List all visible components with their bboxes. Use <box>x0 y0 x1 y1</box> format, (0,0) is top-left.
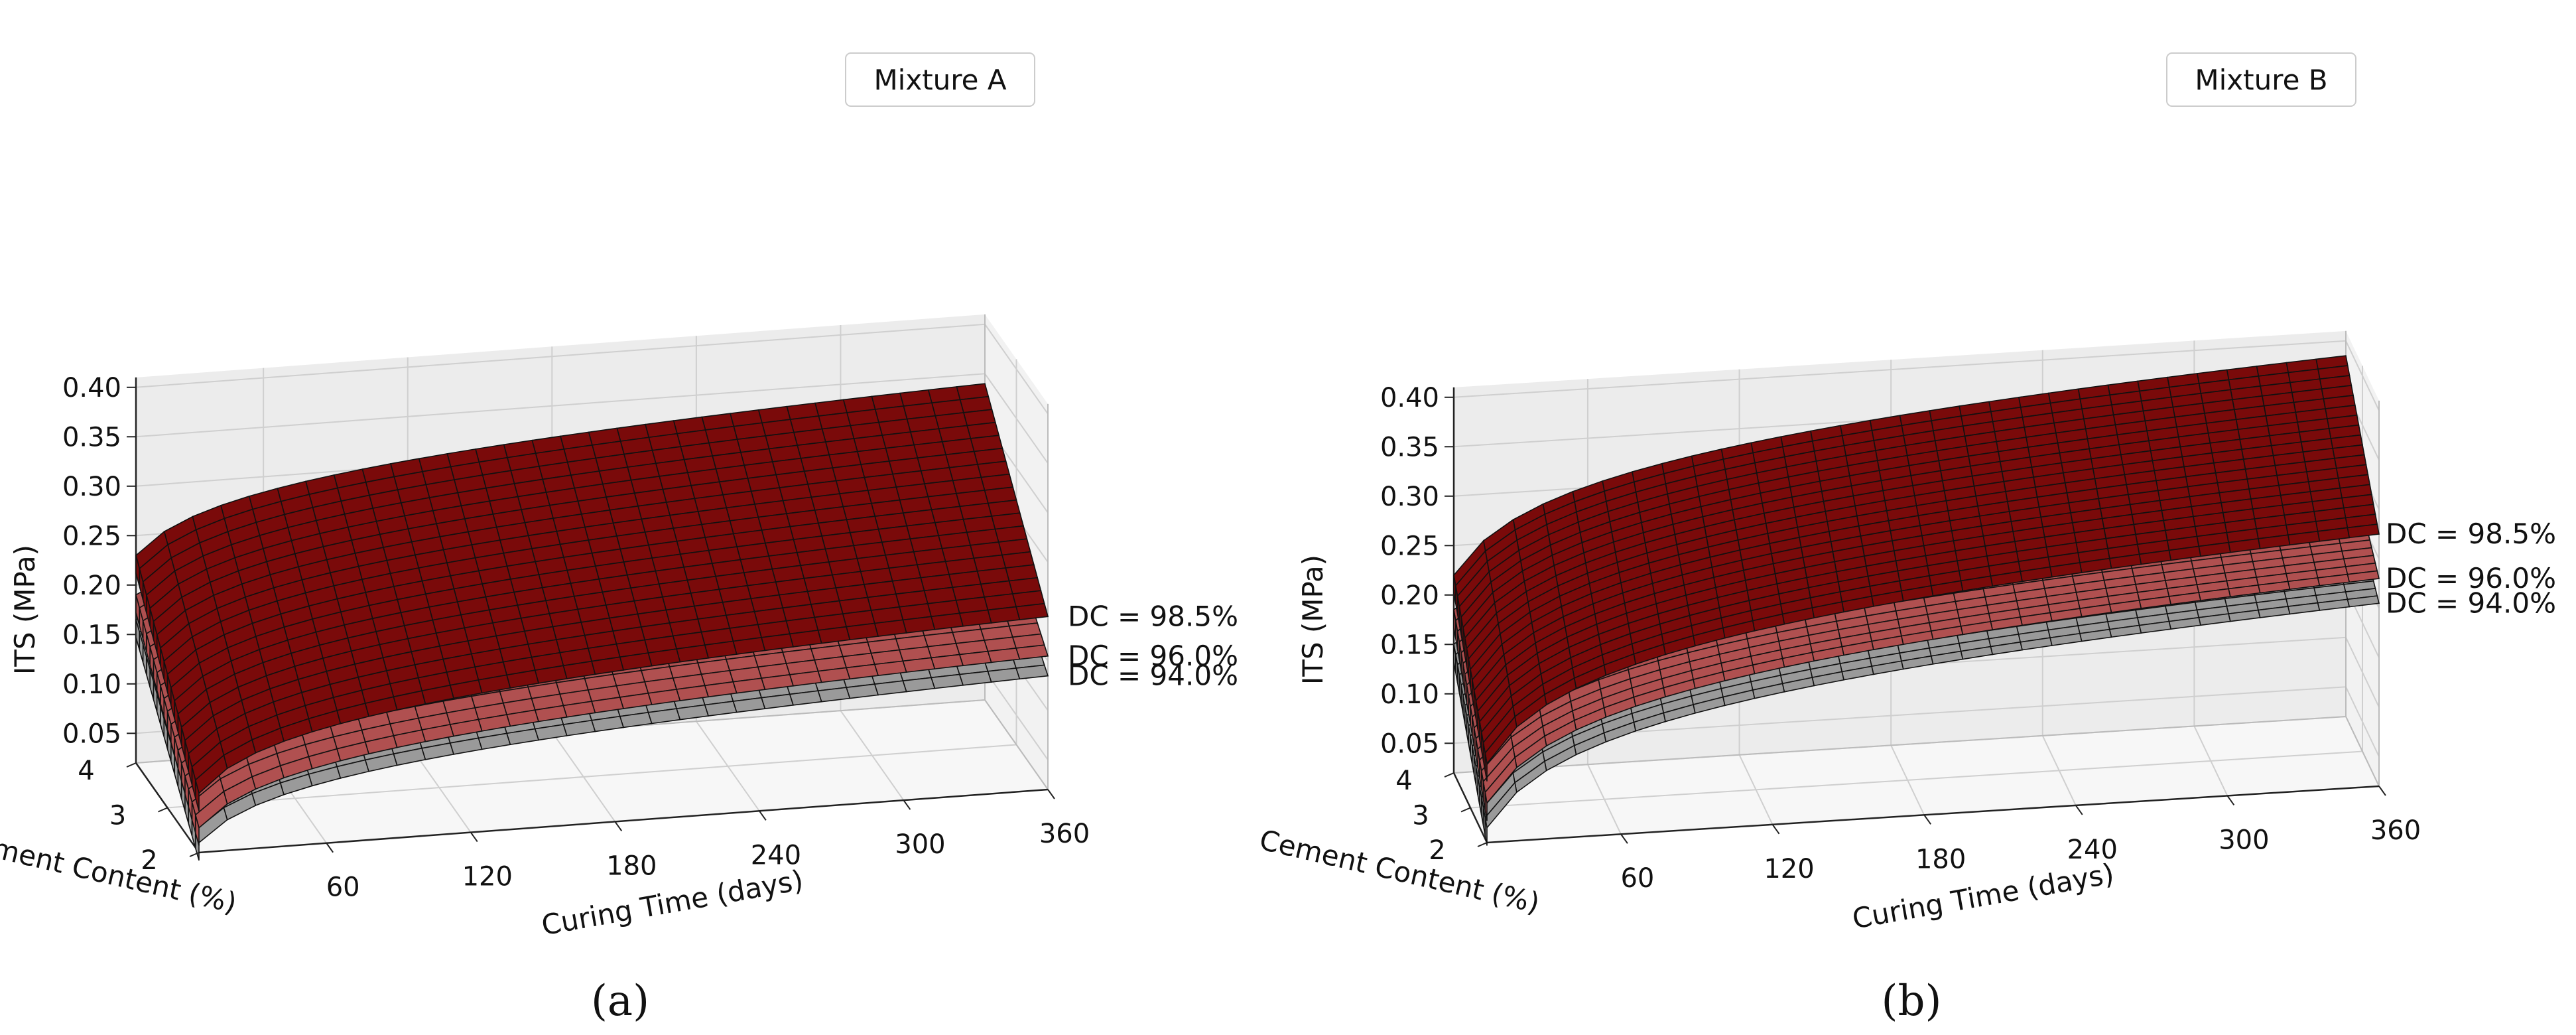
x-tick-label: 300 <box>895 829 945 860</box>
y-tick-label: 4 <box>78 756 94 786</box>
z-tick-label: 0.35 <box>1380 432 1439 462</box>
panel-caption: (a) <box>591 977 649 1026</box>
series-label: DC = 98.5% <box>1068 600 1238 632</box>
x-tick-label: 360 <box>1039 819 1090 849</box>
surface-skirt <box>1453 575 1456 604</box>
x-tick-label: 180 <box>1915 844 1966 874</box>
surface-cell <box>1015 664 1049 680</box>
x-axis-line <box>198 788 1049 854</box>
x-tick-label: 240 <box>2067 835 2118 865</box>
z-tick-label: 0.15 <box>1380 630 1439 660</box>
y-tick-label: 2 <box>1429 835 1445 866</box>
x-tick-mark <box>1620 833 1628 844</box>
x-axis-label: Curing Time (days) <box>1850 857 2116 935</box>
surface-skirt <box>135 594 141 626</box>
series-label: DC = 94.0% <box>2386 586 2556 619</box>
z-tick-label: 0.25 <box>62 521 121 551</box>
surface-cell <box>873 619 907 637</box>
y-tick-mark <box>158 807 168 813</box>
x-tick-label: 360 <box>2370 815 2421 846</box>
x-axis-label: Curing Time (days) <box>539 864 806 942</box>
z-tick-label: 0.40 <box>62 373 121 403</box>
x-tick-mark <box>1771 824 1780 835</box>
z-tick-label: 0.10 <box>62 669 121 700</box>
series-label: DC = 96.0% <box>2386 562 2556 594</box>
x-tick-mark <box>1047 789 1055 799</box>
z-tick-label: 0.10 <box>1380 679 1439 710</box>
z-tick-label: 0.20 <box>1380 581 1439 611</box>
x-tick-mark <box>470 832 478 843</box>
surface-cell <box>789 630 822 648</box>
z-tick-label: 0.05 <box>1380 728 1439 759</box>
legend-label: Mixture B <box>2195 64 2327 96</box>
series-label: DC = 98.5% <box>2386 518 2556 550</box>
z-axis-label: ITS (MPa) <box>9 545 41 675</box>
x-tick-mark <box>2378 786 2386 796</box>
surface-cell <box>1015 644 1049 660</box>
z-tick-label: 0.40 <box>1380 383 1439 413</box>
surface-cell <box>902 616 936 634</box>
x-tick-label: 180 <box>606 851 657 881</box>
y-tick-label: 3 <box>1412 801 1429 831</box>
x-tick-mark <box>614 821 623 832</box>
surface-cell <box>846 622 879 641</box>
y-tick-label: 4 <box>1395 766 1412 796</box>
surface-cell <box>931 612 964 630</box>
series-label: DC = 96.0% <box>1068 640 1238 672</box>
z-tick-label: 0.30 <box>62 472 121 502</box>
y-tick-label: 3 <box>109 801 126 831</box>
y-tick-mark <box>126 762 137 768</box>
z-tick-label: 0.35 <box>62 422 121 452</box>
x-tick-mark <box>2226 795 2235 806</box>
x-tick-mark <box>326 843 334 853</box>
x-tick-label: 120 <box>1764 854 1814 884</box>
surface-cell <box>1015 602 1049 620</box>
surface-skirt <box>1453 644 1456 673</box>
y-tick-mark <box>1444 772 1454 778</box>
surface-cell <box>987 667 1021 683</box>
legend-box <box>845 52 1035 107</box>
x-tick-label: 60 <box>326 872 360 903</box>
x-tick-mark <box>759 810 767 821</box>
surface-cell <box>987 648 1021 663</box>
y-tick-label: 2 <box>141 845 157 876</box>
x-tick-label: 60 <box>1620 863 1654 894</box>
z-tick-label: 0.25 <box>1380 531 1439 561</box>
x-tick-label: 120 <box>462 862 513 892</box>
y-tick-mark <box>189 852 200 857</box>
series-label: DC = 94.0% <box>1068 659 1238 692</box>
x-tick-mark <box>2075 805 2083 815</box>
legend-box <box>2166 52 2356 107</box>
surface-cell <box>987 606 1021 624</box>
x-tick-label: 300 <box>2219 825 2269 855</box>
z-tick-label: 0.05 <box>62 719 121 749</box>
x-tick-mark <box>1923 814 1931 825</box>
y-tick-mark <box>1460 807 1471 813</box>
x-tick-mark <box>903 799 911 810</box>
panel-b: DC = 94.0%DC = 96.0% DC = 98.5% 0.05 0.10 0.… <box>1257 52 2556 1026</box>
panel-a: DC = 94.0%DC = 96.0% DC = 98.5% 0.05 0.10 0.… <box>0 52 1238 1026</box>
y-tick-mark <box>1477 842 1488 847</box>
x-axis-line <box>1486 785 2380 844</box>
z-tick-label: 0.30 <box>1380 482 1439 512</box>
z-tick-label: 0.15 <box>62 620 121 650</box>
surface-series-2 <box>1453 355 2380 782</box>
surface-cell <box>958 609 992 627</box>
surface-skirt <box>1453 610 1456 639</box>
surface-series-2 <box>135 383 1049 811</box>
z-tick-label: 0.20 <box>62 571 121 601</box>
surface-cell <box>817 626 851 644</box>
x-tick-label: 240 <box>751 840 801 870</box>
legend-label: Mixture A <box>873 64 1006 96</box>
surface-skirt <box>135 555 141 587</box>
panel-caption: (b) <box>1882 977 1942 1026</box>
surface-skirt <box>135 619 141 650</box>
z-axis-label: ITS (MPa) <box>1297 555 1329 685</box>
